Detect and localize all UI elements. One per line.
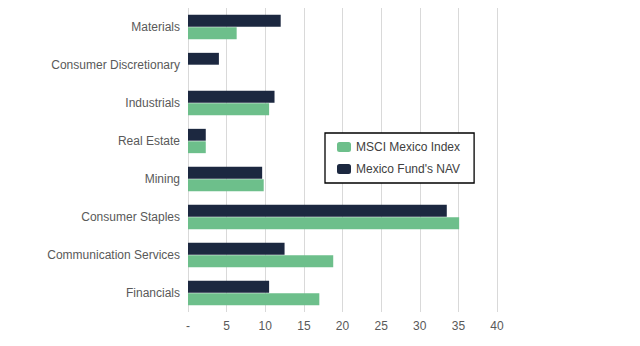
svg-text:-: -	[186, 319, 190, 333]
svg-text:Mining: Mining	[145, 172, 180, 186]
svg-text:15: 15	[297, 319, 311, 333]
svg-text:35: 35	[452, 319, 466, 333]
svg-text:20: 20	[336, 319, 350, 333]
svg-text:10: 10	[259, 319, 273, 333]
svg-text:MSCI Mexico Index: MSCI Mexico Index	[356, 140, 460, 154]
svg-text:30: 30	[413, 319, 427, 333]
svg-text:Industrials: Industrials	[125, 96, 180, 110]
svg-text:Financials: Financials	[126, 286, 180, 300]
svg-text:Mexico Fund's NAV: Mexico Fund's NAV	[356, 162, 460, 176]
svg-text:Consumer Discretionary: Consumer Discretionary	[51, 58, 180, 72]
svg-text:Real Estate: Real Estate	[118, 134, 180, 148]
svg-text:Materials: Materials	[131, 20, 180, 34]
svg-text:40: 40	[490, 319, 504, 333]
svg-text:Communication Services: Communication Services	[47, 248, 180, 262]
svg-text:Consumer Staples: Consumer Staples	[81, 210, 180, 224]
svg-text:25: 25	[374, 319, 388, 333]
svg-text:5: 5	[223, 319, 230, 333]
